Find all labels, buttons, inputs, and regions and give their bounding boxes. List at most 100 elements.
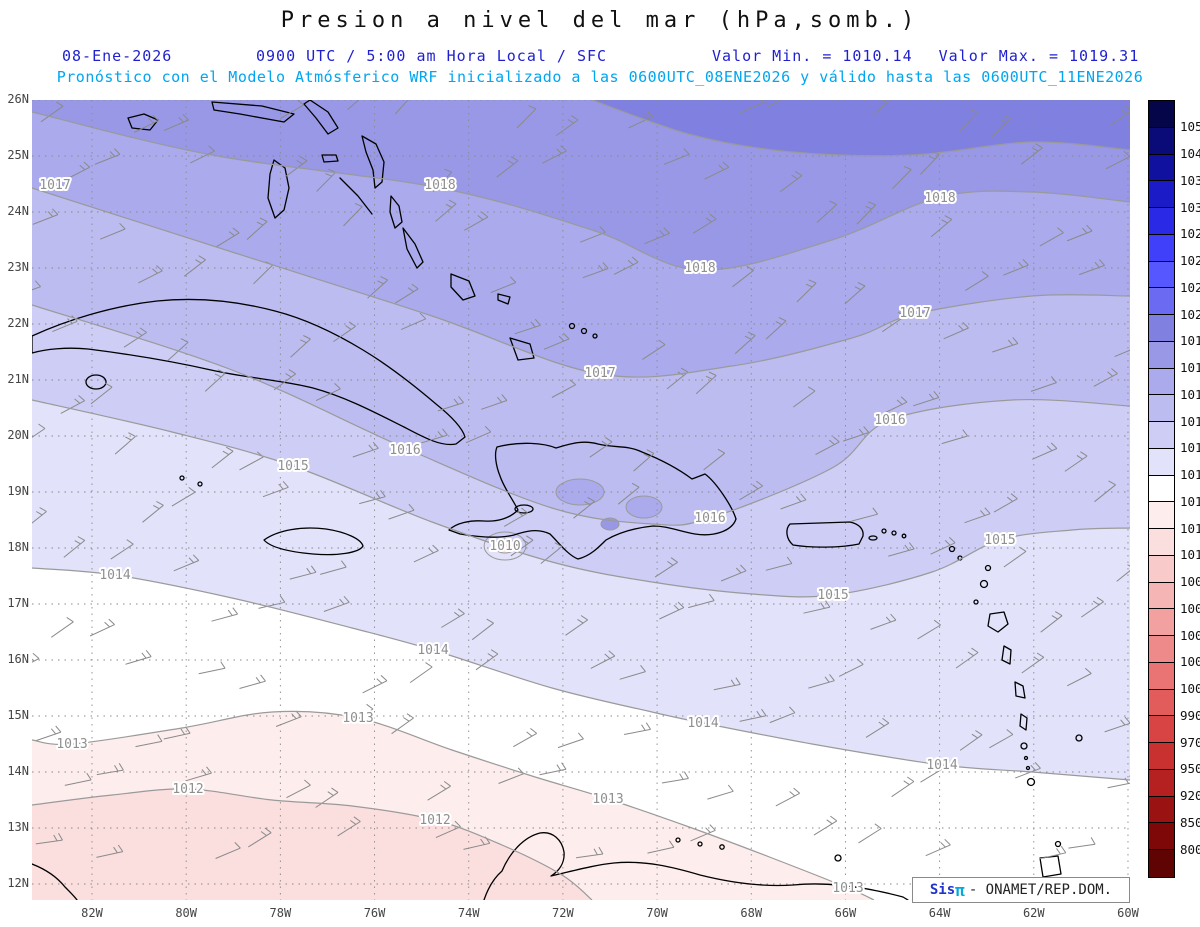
wind-barb — [40, 101, 64, 123]
colorbar-label-1035: 1035 — [1180, 172, 1200, 188]
wind-barb — [513, 728, 538, 748]
wind-barb — [503, 507, 529, 527]
coastline-exuma-cays — [339, 177, 373, 215]
lat-tick-20N: 20N — [7, 428, 29, 442]
wind-barb — [838, 658, 864, 677]
wind-barb — [133, 114, 159, 133]
credit-org: - ONAMET/REP.DOM. — [968, 882, 1113, 898]
lon-tick-60W: 60W — [1117, 906, 1139, 920]
wind-barb — [400, 312, 427, 331]
wind-barb — [185, 766, 212, 782]
coastline-grenada — [1026, 777, 1036, 787]
coastline-bimini — [127, 113, 159, 131]
wind-barb — [1064, 451, 1088, 472]
contour-label: 1010 — [489, 539, 520, 554]
colorbar-label-850: 850 — [1180, 814, 1200, 830]
contour-label: 1014 — [687, 716, 718, 731]
wind-barb — [258, 595, 286, 609]
pressure-patch-outer — [483, 531, 527, 561]
wind-barb — [514, 318, 541, 335]
isobar-1012 — [32, 788, 593, 900]
lat-tick-21N: 21N — [7, 372, 29, 386]
wind-barb — [1081, 596, 1104, 618]
lat-tick-13N: 13N — [7, 820, 29, 834]
lat-tick-23N: 23N — [7, 260, 29, 274]
wind-barb — [337, 816, 361, 837]
wind-barb — [943, 322, 969, 340]
wind-barb — [490, 276, 517, 294]
coastline-puerto-rico — [786, 521, 864, 548]
credit-sis: Sis — [929, 882, 956, 898]
colorbar-label-1018: 1018 — [1180, 360, 1200, 376]
wind-barb — [60, 395, 86, 414]
colorbar-band — [1149, 181, 1174, 208]
wind-barb — [183, 255, 206, 277]
coastline-montserrat — [973, 599, 979, 605]
wind-barb — [138, 265, 163, 284]
wind-barb — [659, 601, 685, 620]
wind-barb — [90, 382, 113, 405]
wind-barb — [642, 339, 666, 360]
wind-barb — [96, 763, 124, 776]
wind-barb — [865, 717, 890, 738]
wind-barb — [280, 100, 305, 120]
wind-barb — [510, 535, 534, 557]
wind-barb — [775, 787, 801, 807]
coastline-aruba — [675, 837, 681, 843]
wind-barb — [989, 729, 1014, 749]
wind-barb — [913, 390, 940, 407]
wind-barb — [246, 217, 268, 240]
wind-barb — [851, 507, 878, 522]
wind-barb — [51, 616, 74, 638]
wind-barb — [343, 202, 363, 227]
colorbar-label-1028: 1028 — [1180, 226, 1200, 242]
wind-barb — [539, 762, 567, 776]
wind-barb — [441, 608, 465, 628]
wind-barb — [123, 327, 147, 348]
colorbar-band — [1149, 716, 1174, 743]
wind-barb — [163, 113, 189, 132]
colorbar-label-1010: 1010 — [1180, 547, 1200, 563]
wind-barb — [1093, 368, 1118, 387]
contour-label: 1014 — [417, 643, 448, 658]
wind-barb — [32, 652, 40, 663]
lon-tick-82W: 82W — [81, 906, 103, 920]
wind-barb — [803, 600, 831, 614]
page-title: Presion a nivel del mar (hPa,somb.) — [280, 8, 920, 33]
isobar-lines — [32, 100, 1130, 900]
wind-barb — [96, 844, 124, 858]
colorbar-label-1000: 1000 — [1180, 681, 1200, 697]
wind-barb — [100, 222, 126, 240]
wind-barb — [644, 227, 670, 245]
wind-barb — [628, 110, 654, 129]
coastline-mayaguana — [497, 293, 511, 305]
colorbar-band — [1149, 368, 1174, 396]
wind-barb — [955, 647, 979, 669]
colorbar-label-1022: 1022 — [1180, 279, 1200, 295]
contour-label: 1013 — [592, 792, 623, 807]
coastline-andros — [267, 159, 290, 219]
lat-tick-15N: 15N — [7, 708, 29, 722]
wind-barb — [427, 781, 451, 801]
header-line: 08-Ene-2026 0900 UTC / 5:00 am Hora Loca… — [0, 47, 1200, 65]
wind-barb — [89, 618, 115, 637]
wind-barb — [690, 824, 716, 842]
coastlines — [32, 100, 1083, 900]
wind-barb — [917, 619, 941, 640]
lon-tick-72W: 72W — [552, 906, 574, 920]
coastline-turks-caicos — [592, 333, 598, 339]
isobar-1019 — [591, 100, 1130, 157]
contour-label: 1013 — [342, 711, 373, 726]
coastline-cuba — [32, 298, 466, 446]
colorbar-label-800: 800 — [1180, 841, 1200, 857]
colorbar-band — [1149, 636, 1174, 663]
wind-barb — [125, 649, 152, 665]
wind-barb — [891, 776, 915, 798]
wind-barb — [815, 436, 840, 456]
colorbar-band — [1149, 796, 1174, 824]
wind-barb — [1066, 667, 1092, 687]
colorbar-label-1016: 1016 — [1180, 413, 1200, 429]
wind-barb — [435, 199, 457, 222]
wind-barb — [362, 675, 388, 694]
wind-barb — [993, 493, 1018, 513]
